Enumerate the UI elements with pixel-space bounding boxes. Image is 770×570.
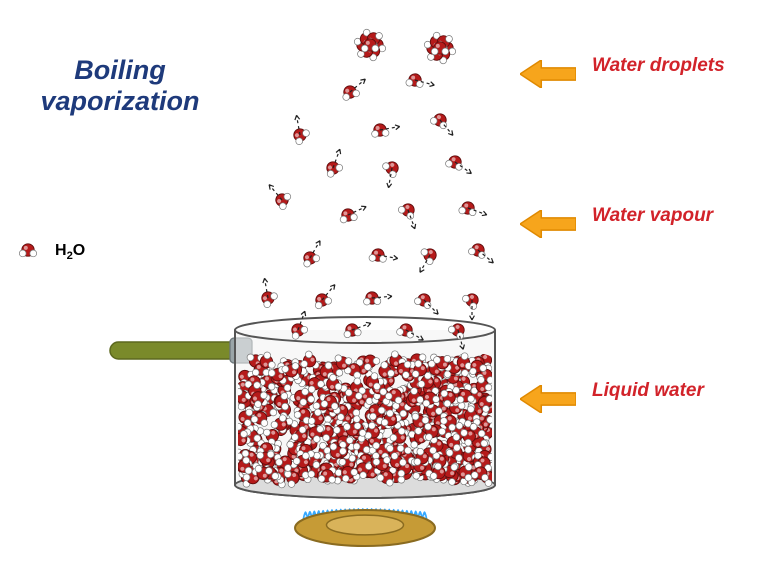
diagram-canvas	[0, 0, 770, 570]
